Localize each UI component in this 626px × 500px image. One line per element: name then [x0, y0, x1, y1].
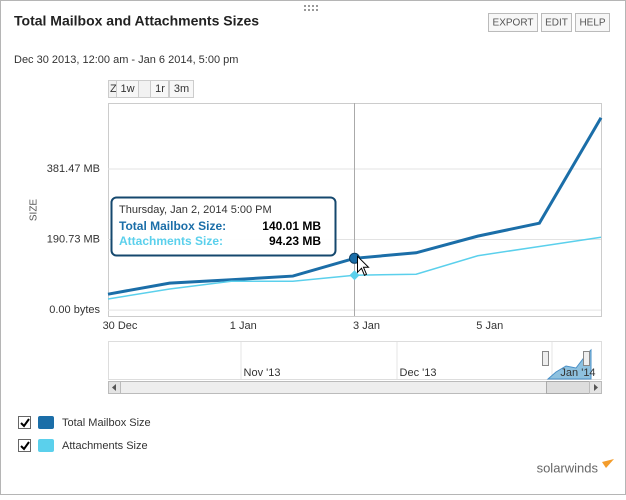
- widget-title: Total Mailbox and Attachments Sizes: [14, 13, 259, 29]
- x-tick-label: 5 Jan: [476, 320, 503, 332]
- navigator-label: Jan '14: [560, 367, 595, 379]
- cursor: [357, 255, 370, 276]
- navigator-label: Nov '13: [244, 367, 281, 379]
- legend-label[interactable]: Total Mailbox Size: [62, 417, 151, 429]
- legend-swatch: [38, 439, 54, 452]
- tooltip-label: Total Mailbox Size:: [119, 219, 226, 233]
- tooltip-title: Thursday, Jan 2, 2014 5:00 PM: [119, 204, 272, 216]
- brand-logo: solarwinds: [537, 460, 599, 475]
- navigator[interactable]: Nov '13 Dec '13 Jan '14: [108, 341, 602, 380]
- date-range: Dec 30 2013, 12:00 am - Jan 6 2014, 5:00…: [14, 54, 238, 66]
- y-axis-title: SIZE: [29, 199, 40, 222]
- brand-mark: [602, 459, 614, 468]
- tooltip: Thursday, Jan 2, 2014 5:00 PM Total Mailb…: [110, 196, 337, 257]
- legend-swatch: [38, 416, 54, 429]
- y-tick-label: 381.47 MB: [47, 163, 100, 175]
- plot: 0.00 bytes 190.73 MB 381.47 MB 30 Dec 1 Jan 3…: [47, 103, 603, 332]
- tooltip-value: 140.01 MB: [262, 219, 321, 233]
- y-tick-label: 190.73 MB: [47, 233, 100, 245]
- legend-checkmark[interactable]: [20, 441, 30, 451]
- zoom-button-label[interactable]: 3m: [174, 83, 189, 95]
- button-label[interactable]: EDIT: [545, 18, 568, 29]
- navigator-handle[interactable]: [542, 351, 549, 366]
- help-button[interactable]: HELP: [575, 13, 610, 32]
- y-tick-label: 0.00 bytes: [49, 304, 100, 316]
- navigator-label: Dec '13: [400, 367, 437, 379]
- scrollbar[interactable]: [108, 381, 602, 394]
- button-label[interactable]: HELP: [579, 18, 605, 29]
- navigator-handle[interactable]: [583, 351, 590, 366]
- x-tick-label: 30 Dec: [103, 320, 138, 332]
- tooltip-value: 94.23 MB: [269, 234, 321, 248]
- zoom-button[interactable]: [116, 80, 139, 98]
- tooltip-label: Attachments Size:: [119, 234, 223, 248]
- zoom-button-label[interactable]: 1r: [155, 83, 165, 95]
- zoom-button[interactable]: [150, 80, 169, 98]
- x-tick-label: 3 Jan: [353, 320, 380, 332]
- edit-button[interactable]: EDIT: [541, 13, 572, 32]
- zoom-button[interactable]: [169, 80, 194, 98]
- zoom-bar: Z 1w 1r 3m: [108, 80, 194, 98]
- export-button[interactable]: EXPORT: [488, 13, 538, 32]
- drag-handle[interactable]: [304, 5, 318, 11]
- zoom-button-label[interactable]: 1w: [120, 83, 134, 95]
- zoom-label: Z: [110, 83, 117, 95]
- tooltip-box: [110, 196, 337, 257]
- legend: Total Mailbox Size Attachments Size: [18, 416, 151, 452]
- legend-checkmark[interactable]: [20, 418, 30, 428]
- button-label[interactable]: EXPORT: [493, 18, 534, 29]
- x-tick-label: 1 Jan: [230, 320, 257, 332]
- legend-label[interactable]: Attachments Size: [62, 440, 148, 452]
